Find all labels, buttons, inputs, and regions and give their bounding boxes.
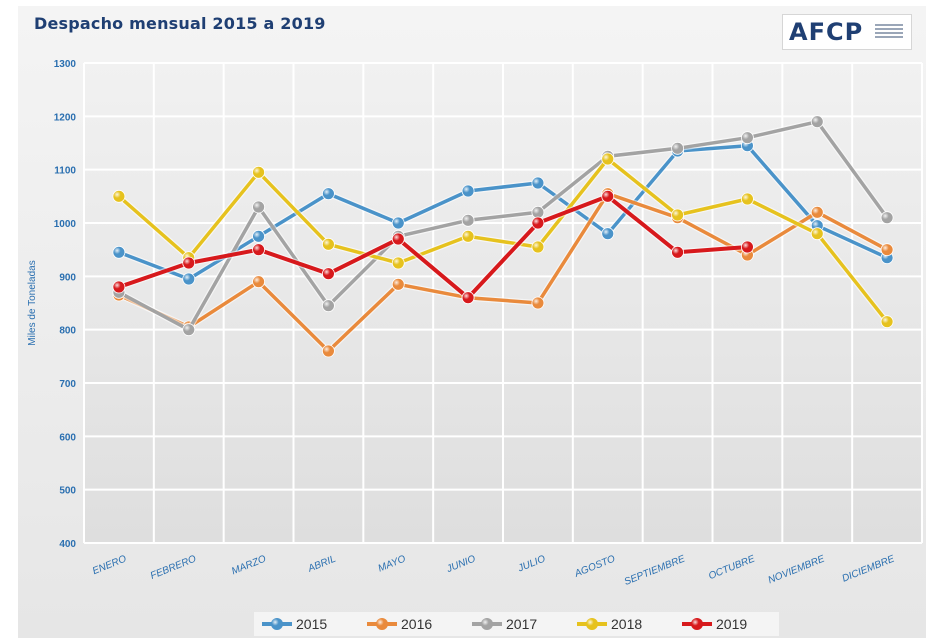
y-tick-label: 1000 [54, 219, 77, 230]
data-point-highlight [601, 190, 614, 203]
data-point-highlight [322, 345, 335, 357]
series-line [118, 143, 888, 281]
data-point-highlight [601, 227, 614, 240]
series-line [118, 194, 748, 300]
x-tick-label: JULIO [516, 554, 548, 575]
legend-swatch-highlight [376, 618, 388, 630]
data-point-highlight [811, 115, 824, 128]
chart-title: Despacho mensual 2015 a 2019 [34, 14, 326, 33]
legend-item-2017: 2017 [472, 616, 537, 632]
x-tick-label: JUNIO [444, 553, 477, 575]
data-point-highlight [531, 241, 544, 253]
data-point-highlight [322, 187, 335, 200]
data-point-highlight [252, 275, 265, 288]
data-point-highlight [112, 190, 125, 203]
data-point-highlight [462, 230, 475, 243]
data-point-highlight [462, 185, 475, 197]
legend-label: 2017 [506, 616, 537, 632]
data-point-highlight [741, 241, 754, 253]
series-line [118, 191, 888, 353]
x-tick-label: MARZO [230, 553, 268, 577]
data-point-highlight [671, 142, 684, 155]
x-tick-label: AGOSTO [572, 554, 617, 581]
data-point-highlight [881, 243, 894, 256]
data-point-highlight [392, 257, 405, 269]
data-point-highlight [881, 211, 894, 224]
y-axis: 1300 1200 1100 1000 900 800 700 600 500 400 Miles … [27, 59, 76, 550]
data-point-highlight [671, 209, 684, 221]
legend: 2015 2016 2017 2018 2019 [254, 612, 779, 636]
y-tick-label: 1300 [54, 59, 77, 70]
data-point-highlight [112, 246, 125, 259]
legend-label: 2019 [716, 616, 747, 632]
afcp-logo-icon: AFCP [782, 14, 912, 50]
data-point-highlight [531, 177, 544, 189]
y-tick-label: 800 [59, 326, 76, 337]
y-tick-label: 900 [59, 272, 76, 283]
x-tick-label: DICIEMBRE [841, 553, 897, 584]
data-point-highlight [392, 278, 405, 291]
data-point-highlight [322, 238, 335, 251]
data-point-highlight [112, 281, 125, 293]
data-point-highlight [252, 230, 265, 243]
data-point-highlight [322, 299, 335, 312]
data-point-highlight [252, 166, 265, 179]
x-tick-label: SEPTIEMBRE [623, 553, 687, 587]
data-point-highlight [322, 267, 335, 280]
y-tick-label: 500 [59, 486, 76, 497]
x-tick-label: ABRIL [306, 554, 338, 575]
series-line [117, 157, 889, 323]
data-point-highlight [671, 246, 684, 259]
data-point-highlight [741, 193, 754, 205]
data-point-highlight [811, 206, 824, 219]
series-2019 [112, 189, 754, 305]
legend-item-2015: 2015 [262, 616, 327, 632]
data-point-highlight [741, 131, 754, 144]
x-tick-label: OCTUBRE [707, 553, 757, 582]
x-tick-label: NOVIEMBRE [767, 553, 827, 586]
data-point-highlight [252, 243, 265, 256]
legend-label: 2016 [401, 616, 432, 632]
data-point-highlight [531, 297, 544, 309]
series-layer [112, 115, 894, 358]
data-point-highlight [182, 323, 195, 336]
data-point-highlight [881, 315, 894, 328]
legend-swatch-highlight [271, 618, 283, 630]
y-tick-label: 700 [59, 379, 76, 390]
x-tick-label: MAYO [377, 554, 408, 575]
series-line [118, 119, 889, 332]
data-point-highlight [182, 273, 195, 285]
y-tick-label: 400 [59, 539, 76, 550]
x-tick-label: FEBRERO [149, 554, 198, 582]
logo-mark-icon [875, 24, 903, 40]
legend-item-2018: 2018 [577, 616, 642, 632]
x-axis: ENERO FEBRERO MARZO ABRIL MAYO JUNIO JULIO AGOS… [91, 553, 897, 587]
data-point-highlight [601, 153, 614, 165]
data-point-highlight [392, 233, 405, 245]
data-point-highlight [252, 201, 265, 213]
series-2015 [112, 139, 894, 286]
y-tick-label: 1100 [54, 166, 76, 177]
legend-label: 2018 [611, 616, 642, 632]
x-tick-label: ENERO [91, 553, 128, 577]
data-point-highlight [531, 206, 544, 219]
y-axis-title: Miles de Toneladas [27, 260, 38, 345]
data-point-highlight [462, 214, 475, 227]
legend-label: 2015 [296, 616, 327, 632]
data-point-highlight [182, 257, 195, 269]
data-point-highlight [462, 291, 475, 304]
legend-item-2016: 2016 [367, 616, 432, 632]
legend-swatch-highlight [691, 618, 703, 630]
legend-swatch-highlight [586, 618, 598, 630]
logo-text: AFCP [789, 18, 864, 46]
legend-item-2019: 2019 [682, 616, 747, 632]
y-tick-label: 1200 [54, 112, 77, 123]
legend-swatch-highlight [481, 618, 493, 630]
data-point-highlight [531, 217, 544, 229]
data-point-highlight [811, 227, 824, 240]
y-tick-label: 600 [59, 432, 76, 443]
data-point-highlight [392, 217, 405, 229]
